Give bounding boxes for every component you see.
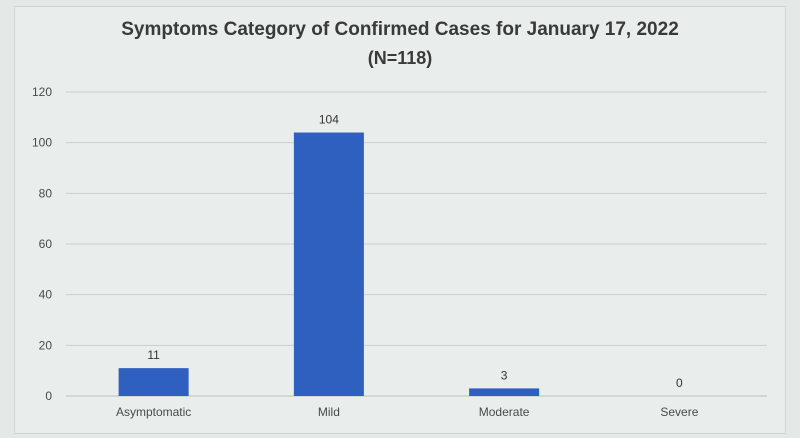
bars [118,132,540,397]
y-tick-label: 120 [32,85,52,99]
x-axis: Asymptomatic Mild Moderate Severe [116,405,699,419]
data-labels: 11 104 3 0 [147,113,683,390]
bar-mild [293,132,364,397]
y-tick-label: 100 [32,136,52,150]
x-tick-label: Severe [660,405,698,419]
y-tick-label: 0 [45,389,52,403]
x-tick-label: Moderate [479,405,530,419]
x-tick-label: Mild [318,405,340,419]
x-tick-label: Asymptomatic [116,405,191,419]
chart-title: Symptoms Category of Confirmed Cases for… [121,19,679,40]
gridlines [66,91,767,397]
bar-moderate [469,388,540,396]
data-label-severe: 0 [676,376,683,390]
data-label-moderate: 3 [501,368,508,382]
y-tick-label: 80 [39,186,53,200]
presentation-slide [14,6,786,434]
data-label-asymptomatic: 11 [147,348,160,362]
chart-subtitle: (N=118) [367,48,433,68]
y-tick-label: 60 [39,237,53,251]
bar-asymptomatic [118,368,189,396]
data-label-mild: 104 [319,113,339,127]
y-tick-label: 40 [39,288,53,302]
y-tick-label: 20 [39,338,53,352]
y-axis: 0 20 40 60 80 100 120 [32,85,52,403]
